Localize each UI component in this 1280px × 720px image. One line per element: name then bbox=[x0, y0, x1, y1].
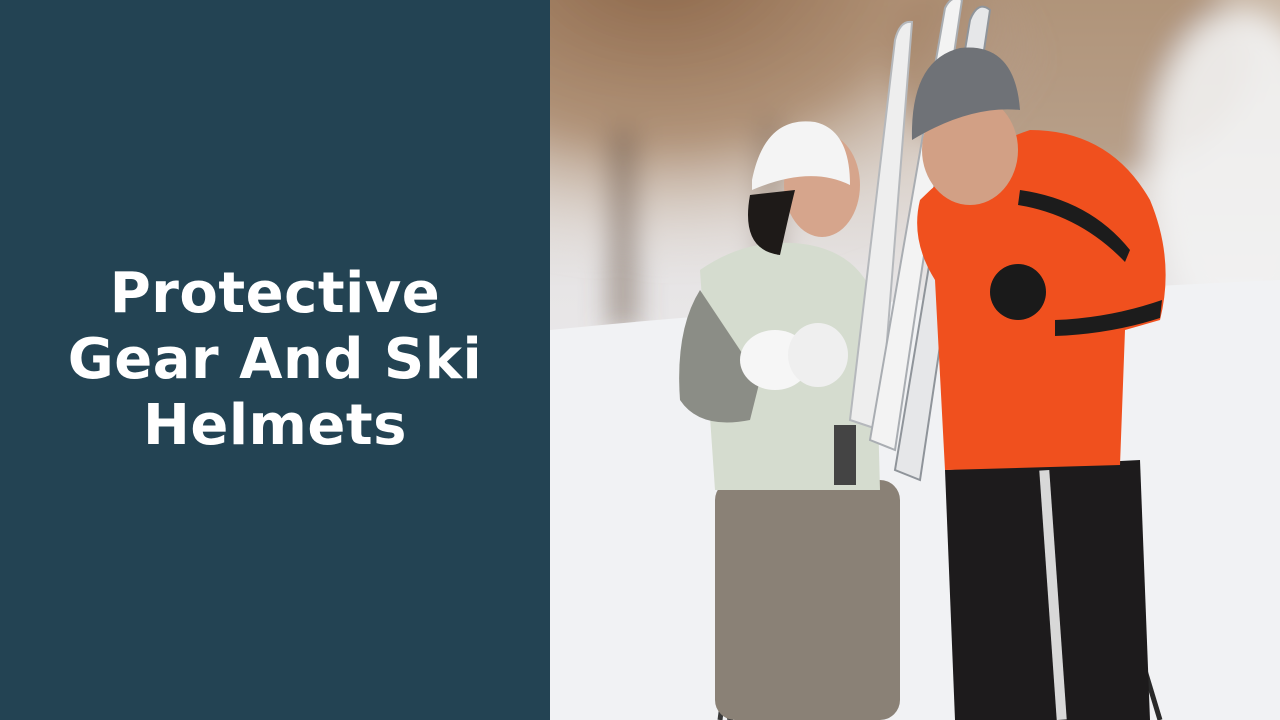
man-skier bbox=[911, 47, 1166, 720]
woman-skier bbox=[679, 121, 900, 720]
hero-photo bbox=[550, 0, 1280, 720]
title-panel: Protective Gear And Ski Helmets bbox=[0, 0, 550, 720]
gray-beanie bbox=[911, 47, 1020, 140]
white-mitten bbox=[788, 323, 848, 387]
black-glove bbox=[990, 264, 1046, 320]
white-beanie bbox=[752, 121, 850, 190]
skiers-illustration bbox=[550, 0, 1280, 720]
page-title: Protective Gear And Ski Helmets bbox=[67, 261, 483, 458]
